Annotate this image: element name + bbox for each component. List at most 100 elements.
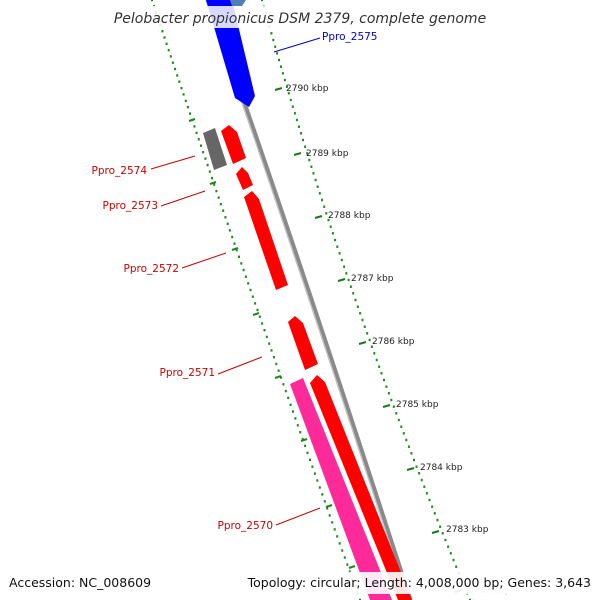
outer-dotted-track-dot: [418, 472, 421, 475]
gene-ppro-2571[interactable]: [288, 316, 318, 370]
gene-ppro-2570[interactable]: [310, 375, 412, 600]
outer-dotted-track-dot: [444, 538, 447, 542]
scale-label-2785: 2785 kbp: [396, 400, 439, 410]
inner-dotted-track-dot: [336, 535, 339, 538]
inner-dotted-track-dot: [359, 598, 361, 600]
inner-dotted-track-dot: [265, 335, 268, 339]
gene-label-ppro-2571[interactable]: Ppro_2571: [160, 367, 215, 379]
outer-dotted-track-dot: [308, 158, 311, 162]
inner-dotted-track-dot: [167, 48, 170, 52]
inner-dotted-track-dot: [178, 80, 181, 83]
inner-dotted-track-dot: [249, 288, 252, 292]
inner-dotted-track-dot: [280, 376, 282, 379]
outer-dotted-track-dot: [329, 225, 332, 228]
outer-dotted-track-dot: [321, 198, 323, 202]
inner-dotted-track-dot: [323, 500, 326, 503]
gene-ppro-2574-gray[interactable]: [203, 128, 227, 170]
outer-dotted-track-dot: [413, 458, 415, 462]
genome-summary-text: Topology: circular; Length: 4,008,000 bp…: [247, 575, 591, 590]
inner-dotted-track-dot: [169, 55, 172, 58]
inner-dotted-track-dot: [318, 486, 321, 489]
inner-dotted-track-dot: [235, 249, 238, 252]
inner-dotted-track-dot: [296, 424, 299, 427]
outer-dotted-track-dot: [368, 338, 371, 342]
inner-dotted-track-dot: [211, 176, 213, 180]
inner-dotted-track-dot: [231, 235, 234, 239]
gene-label-ppro-2574[interactable]: Ppro_2574: [92, 165, 148, 177]
gene-label-ppro-2575[interactable]: Ppro_2575: [322, 31, 377, 43]
inner-track-tick: [209, 181, 217, 185]
inner-dotted-track-dot: [331, 521, 334, 524]
outer-dotted-track-dot: [436, 518, 439, 522]
inner-dotted-track-dot: [171, 61, 174, 64]
inner-dotted-track-dot: [321, 493, 324, 496]
outer-dotted-track-dot: [363, 325, 366, 328]
inner-dotted-track-dot: [304, 444, 307, 448]
outer-dotted-track-dot: [455, 565, 458, 568]
inner-dotted-track-dot: [256, 308, 259, 312]
inner-dotted-track-dot: [261, 322, 264, 325]
outer-dotted-track-dot: [361, 318, 364, 322]
inner-dotted-track-dot: [313, 472, 316, 475]
outer-dotted-track-dot: [314, 178, 317, 182]
gene-ppro-2573[interactable]: [236, 167, 253, 190]
inner-dotted-track-dot: [202, 151, 205, 154]
title-backdrop: [112, 6, 488, 28]
inner-dotted-track-dot: [254, 302, 257, 305]
inner-dotted-track-dot: [189, 112, 192, 115]
outer-dotted-track-dot: [410, 452, 413, 455]
outer-dotted-track-dot: [433, 512, 436, 515]
gene-ppro-2574[interactable]: [221, 125, 246, 164]
inner-dotted-track-dot: [242, 268, 245, 272]
outer-dotted-track-dot: [359, 312, 362, 315]
footer-backdrop: [0, 572, 600, 594]
outer-dotted-track-dot: [280, 65, 282, 68]
outer-dotted-track-dot: [281, 72, 284, 75]
inner-dotted-track-dot: [333, 528, 336, 531]
inner-dotted-track-dot: [292, 410, 294, 413]
inner-dotted-track-dot: [197, 138, 200, 141]
scale-label-2790: 2790 kbp: [286, 84, 329, 94]
inner-dotted-track-dot: [200, 144, 202, 147]
outer-dotted-track-dot: [274, 45, 277, 48]
gene-label-ppro-2572[interactable]: Ppro_2572: [124, 263, 179, 275]
gene-label-ppro-2573[interactable]: Ppro_2573: [103, 200, 158, 212]
outer-dotted-track-dot: [407, 445, 410, 448]
outer-dotted-track-dot: [395, 412, 398, 415]
inner-dotted-track-dot: [219, 203, 222, 206]
outer-dotted-track-dot: [439, 525, 442, 528]
outer-dotted-track-dot: [392, 405, 395, 408]
gene-steel-top[interactable]: [230, 0, 246, 6]
inner-dotted-track-dot: [270, 349, 273, 352]
outer-dotted-track-dot: [428, 498, 431, 502]
inner-dotted-track-dot: [213, 183, 216, 186]
outer-dotted-track-dot: [402, 432, 405, 435]
inner-dotted-track-dot: [186, 106, 189, 109]
inner-dotted-track-dot: [206, 163, 209, 167]
inner-dotted-track-dot: [277, 369, 280, 372]
outer-dotted-track-dot: [405, 438, 408, 442]
inner-dotted-track-dot: [176, 74, 179, 77]
inner-dotted-track-dot: [346, 563, 349, 566]
scale-label-2784: 2784 kbp: [420, 463, 463, 473]
gene-ppro-2570-pink[interactable]: [290, 378, 392, 600]
gene-ppro-2572[interactable]: [244, 191, 288, 290]
outer-dotted-track-dot: [323, 205, 326, 208]
gene-label-ppro-2570[interactable]: Ppro_2570: [218, 520, 273, 532]
inner-dotted-track-dot: [299, 431, 302, 434]
inner-dotted-track-dot: [309, 458, 311, 461]
inner-dotted-track-dot: [228, 229, 231, 232]
inner-track-tick: [300, 438, 308, 442]
inner-dotted-track-dot: [301, 437, 304, 441]
outer-dotted-track-dot: [261, 0, 263, 2]
outer-dotted-track-dot: [420, 478, 423, 482]
scale-labels: 2790 kbp 2789 kbp 2788 kbp 2787 kbp 2786…: [286, 84, 511, 596]
outer-dotted-track-dot: [300, 132, 302, 135]
inner-dotted-track-dot: [182, 93, 185, 96]
outer-dotted-track-dot: [310, 165, 313, 168]
outer-dotted-track-dot: [449, 552, 452, 555]
outer-dotted-track-dot: [383, 378, 385, 382]
inner-dotted-track-dot: [341, 549, 344, 552]
inner-dotted-track-dot: [289, 403, 292, 406]
scale-label-2787: 2787 kbp: [351, 274, 394, 284]
